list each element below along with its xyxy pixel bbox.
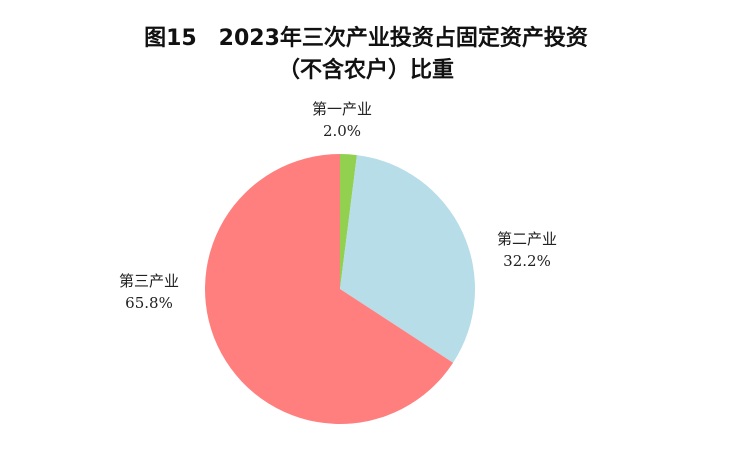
slice-label-secondary: 第二产业 32.2%: [482, 228, 572, 272]
slice-value: 32.2%: [503, 252, 551, 270]
slice-label-primary: 第一产业 2.0%: [302, 98, 382, 142]
slice-label-tertiary: 第三产业 65.8%: [104, 270, 194, 314]
slice-value: 2.0%: [322, 122, 362, 140]
pie-slice-secondary: [340, 155, 475, 363]
pie-slice-primary: [340, 154, 357, 289]
slice-value: 65.8%: [125, 294, 173, 312]
chart-title-line1: 图15 2023年三次产业投资占固定资产投资: [144, 26, 588, 51]
slice-name: 第二产业: [496, 230, 557, 248]
slice-name: 第一产业: [311, 100, 372, 118]
chart-title-line2: （不含农户）比重: [277, 58, 454, 83]
slice-name: 第三产业: [118, 272, 179, 290]
pie-slice-tertiary: [204, 154, 454, 424]
